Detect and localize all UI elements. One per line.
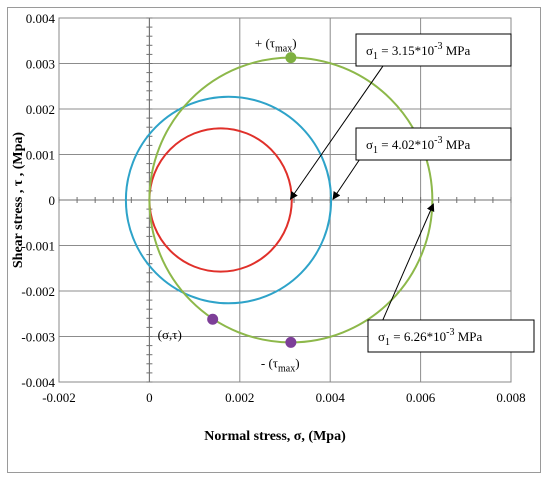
y-tick-label: -0.004 [21, 375, 55, 390]
callout-leader-3 [377, 203, 435, 332]
mohr-circle-2 [124, 95, 333, 305]
x-tick-label: 0.008 [496, 390, 525, 405]
x-tick-label: -0.002 [42, 390, 76, 405]
y-tick-label: -0.002 [21, 284, 55, 299]
chart-frame: -0.002 0 0.002 0.004 0.006 0.008 0.004 0.003 0.0… [7, 7, 541, 473]
callout-box-1 [355, 33, 512, 67]
callout-text-2: σ1 = 4.02*10-3 MPa [366, 135, 470, 156]
y-tick-label: 0.004 [26, 11, 56, 26]
y-tick-label: 0.003 [26, 57, 55, 72]
callouts: σ1 = 3.15*10-3 MPa σ1 = 4.02*10-3 MPa σ1 =… [289, 33, 535, 353]
data-point-2 [285, 336, 297, 348]
x-tick-label: 0 [146, 390, 153, 405]
callout-leader-1 [289, 65, 384, 200]
x-tick-label: 0.006 [406, 390, 436, 405]
mohr-circle-chart: -0.002 0 0.002 0.004 0.006 0.008 0.004 0.003 0.0… [11, 11, 535, 444]
point-label-3: (σ,τ) [158, 327, 182, 342]
x-axis-title: Normal stress, σ, (Mpa) [204, 429, 346, 444]
point-label-1: + (τmax) [255, 36, 297, 55]
y-tick-label: -0.001 [21, 239, 55, 254]
grid [59, 18, 511, 382]
callout-box-3 [367, 319, 535, 353]
y-axis-title: Shear stress , τ , (Mpa) [11, 132, 26, 269]
callout-box-2 [355, 127, 512, 161]
y-tick-label: 0.001 [26, 148, 55, 163]
x-tick-label: 0.004 [316, 390, 346, 405]
y-tick-label: -0.003 [21, 330, 55, 345]
callout-text-1: σ1 = 3.15*10-3 MPa [366, 41, 470, 62]
annotations: + (τmax) - (τmax) (σ,τ) [158, 36, 300, 375]
x-tick-label: 0.002 [225, 390, 254, 405]
callout-text-3: σ1 = 6.26*10-3 MPa [378, 327, 482, 348]
data-point-1 [285, 52, 297, 64]
tick-labels: -0.002 0 0.002 0.004 0.006 0.008 0.004 0.003 0.0… [21, 11, 525, 405]
y-tick-label: 0.002 [26, 102, 55, 117]
y-tick-label: 0 [49, 193, 56, 208]
data-point-3 [207, 313, 219, 325]
points [207, 52, 297, 348]
point-label-2: - (τmax) [261, 355, 300, 374]
